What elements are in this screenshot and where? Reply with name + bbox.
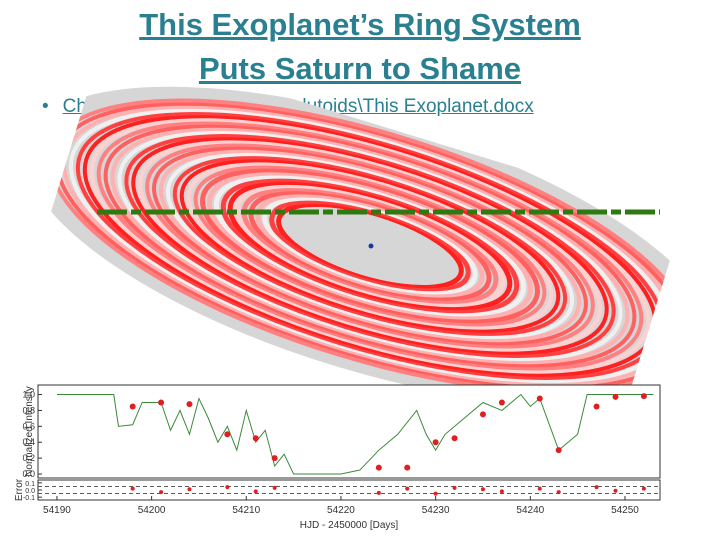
x-tick-label: 54220 <box>327 505 355 516</box>
y2-tick-label: 0.1 <box>25 481 35 488</box>
residual-point <box>594 485 599 490</box>
data-point <box>186 401 193 408</box>
y-tick-label: 0.8 <box>22 405 35 415</box>
data-point <box>498 399 505 406</box>
data-point <box>404 464 411 471</box>
x-tick-label: 54210 <box>232 505 260 516</box>
residual-point <box>187 487 192 492</box>
y-axis-label: Normalized Intensity <box>24 386 35 477</box>
residual-point <box>452 485 457 490</box>
model-line <box>56 393 654 475</box>
residual-point <box>556 490 561 495</box>
x-tick-label: 54200 <box>138 505 166 516</box>
data-point <box>593 403 600 410</box>
residual-point <box>480 487 485 492</box>
residual-point <box>613 488 618 493</box>
residual-point <box>272 485 277 490</box>
y2-tick-label: 0.0 <box>25 488 35 495</box>
plot-area <box>37 384 661 479</box>
residual-point <box>130 486 135 491</box>
x-tick-label: 54190 <box>43 505 71 516</box>
data-point <box>432 439 439 446</box>
y-tick-label: 0.6 <box>22 421 35 431</box>
x-axis-label: HJD - 2450000 [Days] <box>300 520 399 531</box>
data-point <box>252 435 259 442</box>
residual-point <box>225 485 230 490</box>
data-point <box>612 393 619 400</box>
title-line: Puts Saturn to Shame <box>198 51 522 86</box>
title-line: This Exoplanet’s Ring System <box>139 7 581 42</box>
y-tick-label: 0.4 <box>22 437 35 447</box>
y-tick-label: 0.2 <box>22 453 35 463</box>
residual-point <box>159 490 164 495</box>
x-tick-label: 54250 <box>611 505 639 516</box>
residual-point <box>641 486 646 491</box>
y-tick-label: 1.0 <box>22 390 35 400</box>
data-point <box>129 403 136 410</box>
data-point <box>271 455 278 462</box>
data-point <box>451 435 458 442</box>
data-point <box>375 464 382 471</box>
y-tick-label: 0.0 <box>22 469 35 479</box>
y2-tick-label: -0.1 <box>23 495 35 502</box>
data-point <box>536 395 543 402</box>
residual-point <box>433 491 438 496</box>
residual-point <box>405 486 410 491</box>
data-point <box>640 393 647 400</box>
x-tick-label: 54240 <box>516 505 544 516</box>
data-point <box>555 447 562 454</box>
data-point <box>158 399 165 406</box>
data-point <box>479 411 486 418</box>
y2-axis-label: Error <box>14 478 25 501</box>
residual-point <box>537 486 542 491</box>
residual-point <box>376 490 381 495</box>
residual-point <box>253 489 258 494</box>
residual-point <box>499 489 504 494</box>
data-point <box>224 431 231 438</box>
x-tick-label: 54230 <box>422 505 450 516</box>
